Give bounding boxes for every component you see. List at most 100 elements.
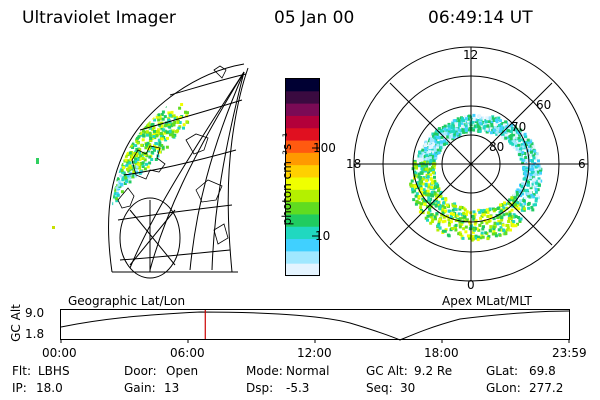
aurora-pixel	[440, 140, 444, 144]
aurora-pixel	[523, 132, 527, 136]
aurora-pixel	[135, 154, 139, 157]
aurora-pixel	[151, 146, 155, 150]
aurora-pixel	[435, 129, 439, 133]
aurora-pixel	[433, 192, 437, 196]
aurora-pixel	[431, 202, 435, 206]
aurora-pixel	[427, 198, 431, 202]
aurora-pixel	[132, 160, 135, 164]
aurora-pixel	[499, 126, 503, 130]
aurora-pixel	[447, 223, 451, 227]
aurora-pixel	[450, 125, 454, 129]
aurora-pixel	[494, 118, 498, 122]
aurora-pixel	[457, 212, 461, 216]
colorbar-cell	[286, 79, 320, 92]
apex-caption: Apex MLat/MLT	[442, 294, 532, 308]
aurora-pixel	[515, 193, 519, 197]
aurora-pixel	[158, 143, 162, 147]
aurora-pixel	[444, 209, 448, 213]
aurora-pixel	[500, 216, 504, 220]
aurora-pixel	[504, 120, 508, 124]
colorbar-cell	[286, 239, 320, 252]
aurora-pixel	[135, 148, 139, 151]
aurora-pixel	[128, 151, 132, 155]
aurora-pixel	[140, 143, 144, 147]
aurora-pixel	[431, 132, 435, 136]
aurora-pixel	[492, 217, 496, 221]
aurora-pixel	[511, 224, 515, 228]
aurora-pixel	[433, 136, 437, 140]
aurora-pixel	[168, 113, 172, 117]
aurora-pixel	[476, 235, 480, 239]
aurora-pixel	[533, 149, 537, 153]
aurora-pixel	[430, 191, 434, 195]
aurora-pixel	[485, 116, 489, 120]
aurora-pixel	[478, 223, 482, 227]
aurora-pixel	[433, 175, 436, 179]
aurora-pixel	[472, 237, 475, 241]
aurora-pixel	[185, 114, 189, 118]
aurora-pixel	[431, 179, 435, 183]
aurora-pixel	[472, 118, 476, 121]
aurora-pixel	[145, 130, 149, 134]
time-tick-0000: 00:00	[42, 346, 77, 360]
aurora-pixel	[153, 118, 157, 122]
aurora-pixel	[490, 123, 494, 127]
aurora-pixel	[435, 136, 439, 140]
aurora-pixel	[157, 147, 161, 151]
aurora-pixel	[457, 128, 461, 132]
glat-value: 69.8	[529, 364, 556, 378]
aurora-pixel	[418, 210, 422, 214]
aurora-pixel	[495, 132, 499, 136]
aurora-pixel	[120, 182, 124, 186]
aurora-pixel	[531, 147, 535, 151]
aurora-pixel	[418, 159, 422, 162]
seq-value: 30	[400, 381, 416, 395]
aurora-pixel	[435, 199, 439, 203]
aurora-pixel	[148, 131, 152, 135]
aurora-pixel	[445, 128, 449, 132]
door-label: Door:	[124, 364, 157, 378]
aurora-pixel	[178, 106, 182, 110]
aurora-pixel	[428, 167, 432, 171]
aurora-pixel	[429, 177, 433, 181]
aurora-pixel	[526, 157, 530, 161]
aurora-pixel	[454, 223, 458, 227]
aurora-pixel	[116, 177, 120, 181]
aurora-pixel	[514, 136, 518, 140]
aurora-pixel	[112, 195, 116, 199]
aurora-pixel	[512, 140, 516, 144]
aurora-pixel	[522, 166, 525, 170]
gain-value: 13	[164, 381, 180, 395]
aurora-pixel	[513, 196, 517, 200]
aurora-pixel	[530, 205, 534, 209]
aurora-pixel	[125, 163, 129, 167]
aurora-pixel	[514, 224, 518, 228]
aurora-pixel	[474, 120, 478, 124]
aurora-pixel	[482, 208, 486, 212]
aurora-pixel	[436, 202, 440, 206]
aurora-pixel	[468, 227, 472, 231]
aurora-pixel	[159, 132, 163, 135]
aurora-pixel	[538, 166, 542, 170]
aurora-pixel	[415, 200, 419, 204]
aurora-pixel	[518, 135, 522, 139]
aurora-pixel	[436, 228, 440, 232]
aurora-pixel	[439, 204, 443, 208]
aurora-pixel	[433, 180, 437, 184]
aurora-pixel	[423, 191, 427, 195]
aurora-pixel	[464, 130, 468, 134]
aurora-pixel	[460, 122, 464, 126]
aurora-pixel	[504, 230, 508, 234]
aurora-pixel	[420, 191, 424, 195]
aurora-pixel	[461, 236, 465, 240]
aurora-pixel	[422, 153, 426, 157]
aurora-pixel	[493, 208, 497, 211]
aurora-pixel	[443, 127, 447, 131]
aurora-pixel	[521, 159, 525, 162]
aurora-pixel	[173, 133, 177, 137]
aurora-pixel	[514, 215, 518, 219]
aurora-pixel	[477, 125, 481, 129]
aurora-pixel	[476, 238, 480, 242]
aurora-pixel	[521, 202, 525, 206]
aurora-pixel	[143, 167, 147, 171]
